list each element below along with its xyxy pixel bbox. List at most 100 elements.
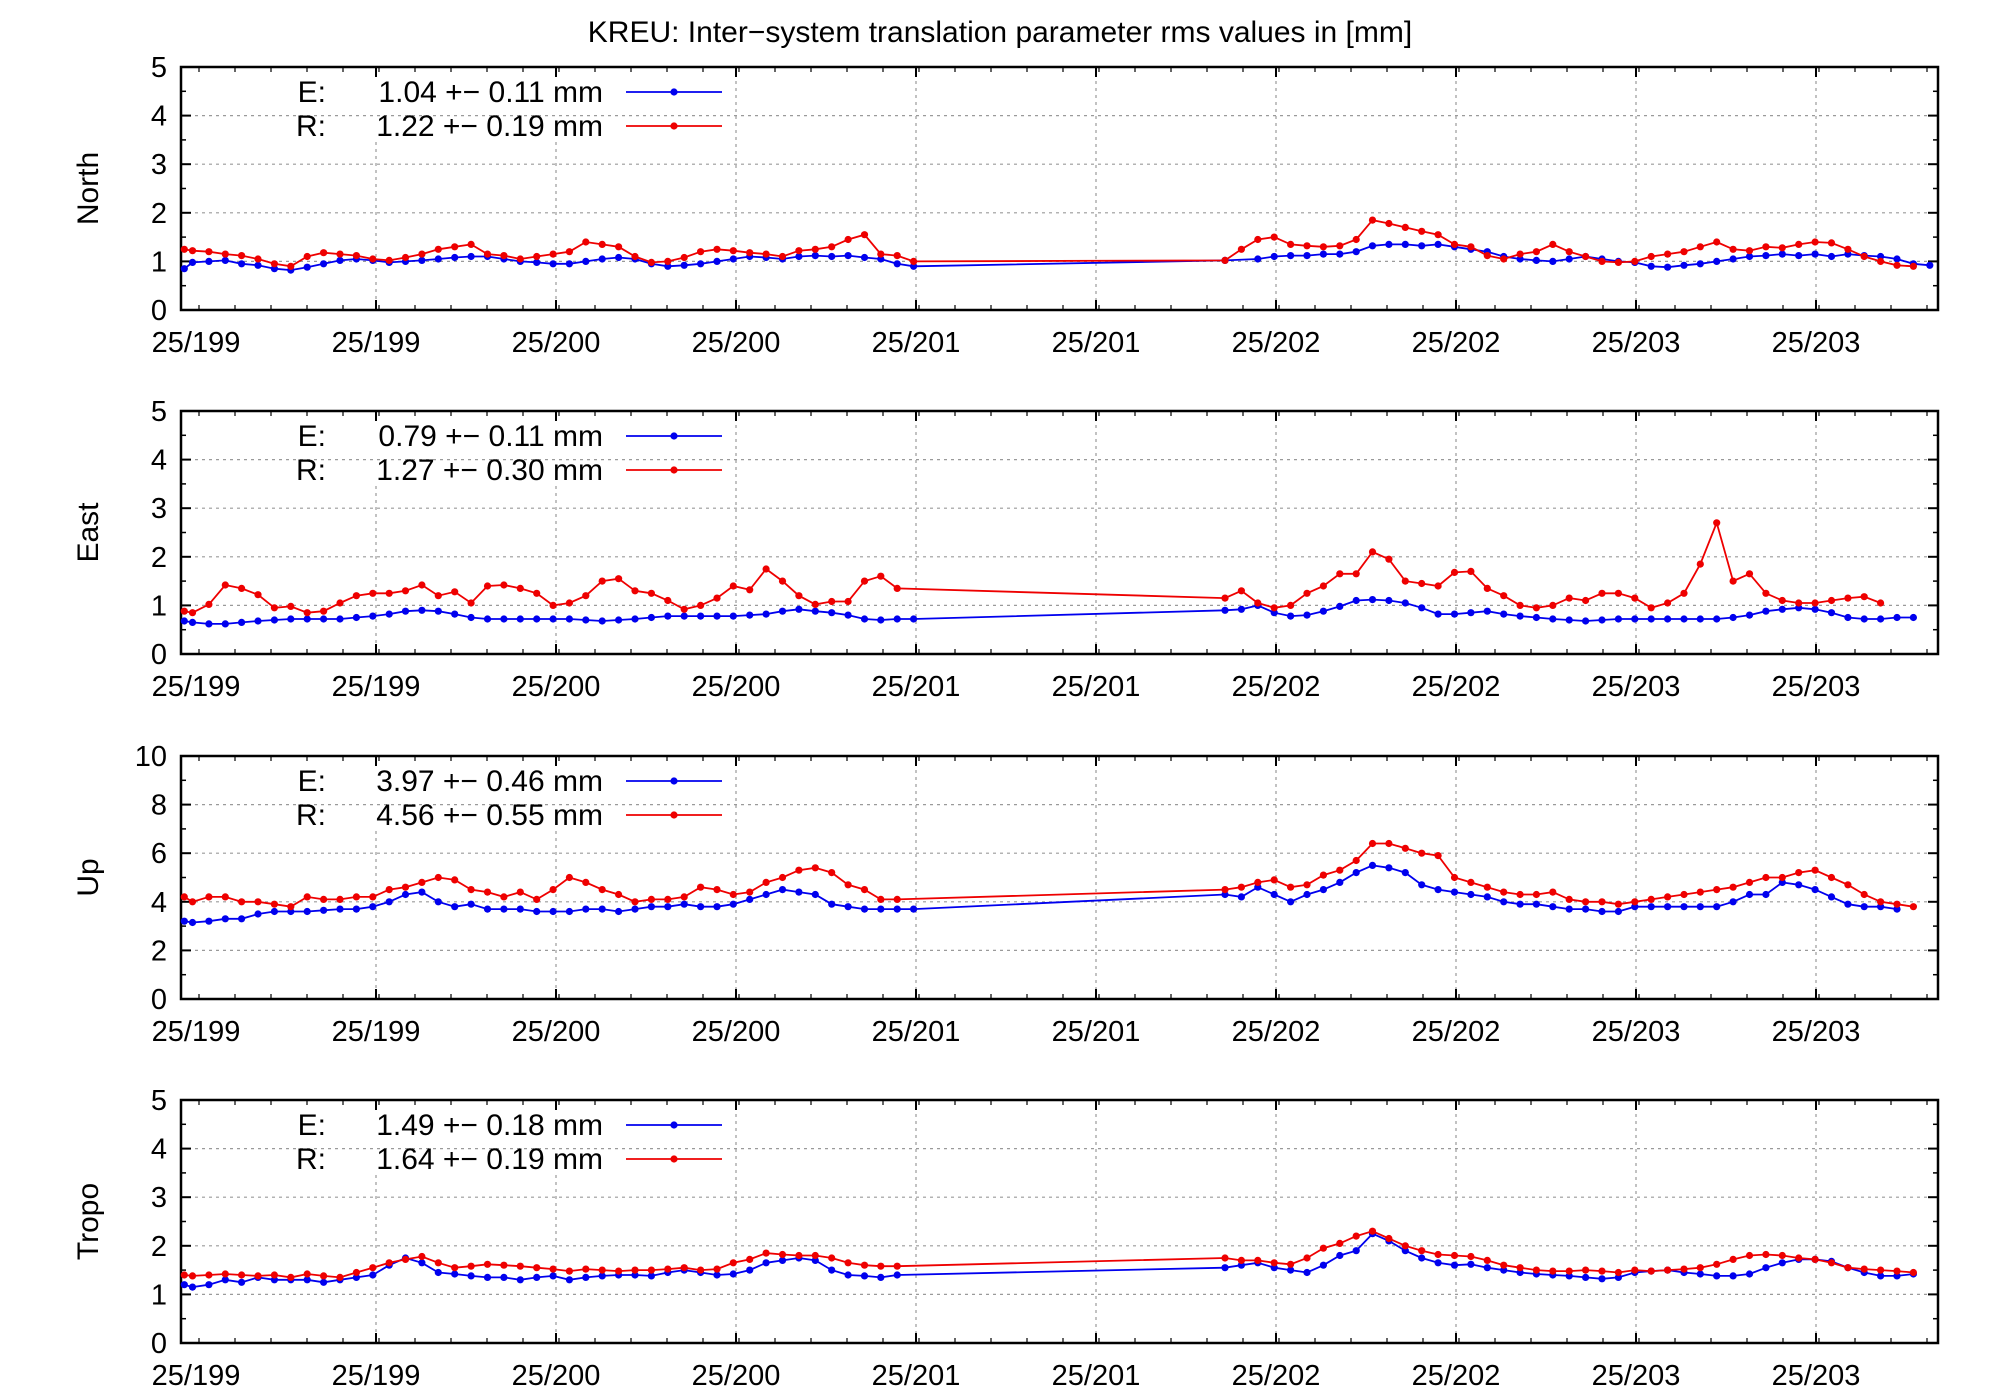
chart-panels: 0 1 2 3 4 5 25/199 25/199 25/200 25/200 25/201 25/2… [72, 52, 1940, 1392]
data-point [1287, 601, 1295, 610]
data-point [746, 586, 754, 594]
data-point [1827, 1259, 1836, 1267]
data-point [221, 1276, 229, 1284]
data-point [1647, 903, 1655, 911]
data-point [1336, 242, 1344, 250]
data-point [254, 910, 262, 918]
data-point [1270, 890, 1278, 899]
data-point [664, 895, 672, 904]
data-point [336, 599, 344, 607]
data-point [565, 615, 574, 623]
data-point [1368, 548, 1377, 556]
data-point [1827, 609, 1836, 617]
y-tick-label: 4 [151, 445, 167, 477]
data-point [1287, 1266, 1295, 1274]
x-tick-label: 25/202 [1412, 327, 1501, 359]
data-point [533, 615, 541, 623]
data-point [795, 605, 803, 613]
x-tick-label: 25/202 [1412, 1016, 1501, 1048]
data-point [1631, 898, 1639, 906]
data-point [615, 575, 623, 583]
data-point [434, 245, 442, 253]
x-tick-label: 25/200 [692, 671, 781, 703]
data-point [1500, 592, 1508, 600]
data-point [1827, 252, 1836, 261]
data-point [1270, 233, 1278, 241]
y-tick-label: 3 [151, 149, 167, 181]
data-point [483, 250, 492, 258]
data-point [697, 601, 705, 610]
data-point [778, 1250, 787, 1259]
data-point [1582, 617, 1590, 625]
series-line-E [184, 864, 1898, 924]
x-tick-label: 25/200 [512, 1360, 601, 1392]
data-point [1565, 255, 1573, 263]
data-point [1385, 1234, 1393, 1243]
data-point [1582, 1273, 1590, 1281]
data-point [1254, 255, 1262, 263]
x-tick-label: 25/201 [872, 671, 961, 703]
data-point [828, 1254, 836, 1262]
legend-swatch-point [670, 1121, 678, 1129]
legend-label: E: [298, 420, 326, 453]
data-point [1729, 1272, 1737, 1280]
data-point [582, 238, 590, 246]
data-point [1729, 613, 1737, 622]
x-tick-label: 25/203 [1772, 671, 1861, 703]
legend-stat: 3.97 +− 0.46 mm [376, 765, 603, 798]
y-tick-label: 0 [151, 1328, 167, 1360]
data-point [320, 260, 328, 268]
data-point [1614, 615, 1622, 623]
data-point [1516, 900, 1524, 908]
data-point [1778, 605, 1786, 613]
data-point [1844, 613, 1852, 622]
data-point [1680, 903, 1688, 911]
data-point [811, 890, 819, 899]
data-point [418, 1252, 426, 1261]
data-point [336, 905, 344, 913]
data-point [1270, 252, 1278, 261]
data-point [1385, 839, 1393, 848]
data-point [1827, 239, 1836, 247]
data-point [549, 1272, 557, 1280]
data-point [1795, 1254, 1803, 1262]
data-point [1680, 261, 1688, 269]
data-point [516, 888, 524, 896]
data-point [287, 262, 295, 270]
data-point [1647, 615, 1655, 623]
data-point [1434, 852, 1442, 860]
legend-swatch-point [670, 122, 678, 130]
y-tick-label: 3 [151, 1182, 167, 1214]
data-point [451, 1264, 459, 1272]
data-point [1909, 262, 1917, 270]
data-point [1254, 235, 1262, 244]
x-tick-label: 25/203 [1772, 1016, 1861, 1048]
data-point [1483, 584, 1491, 593]
data-point [180, 617, 188, 625]
data-point [1762, 243, 1770, 251]
data-point [647, 903, 656, 911]
data-point [1319, 1261, 1327, 1269]
data-point [1418, 1247, 1426, 1255]
data-point [680, 893, 688, 901]
data-point [1893, 900, 1901, 908]
data-point [180, 265, 188, 273]
data-point [238, 260, 246, 268]
data-point [303, 893, 311, 901]
data-point [180, 893, 188, 901]
data-point [713, 594, 721, 602]
data-point [205, 257, 213, 265]
data-point [762, 250, 770, 258]
data-point [746, 1266, 754, 1274]
x-tick-label: 25/201 [1052, 1016, 1141, 1048]
data-point [1696, 903, 1704, 911]
data-point [1450, 610, 1459, 618]
data-point [238, 252, 246, 260]
y-tick-label: 6 [151, 838, 167, 870]
data-point [1303, 252, 1311, 260]
data-point [1319, 243, 1327, 251]
data-point [1713, 903, 1721, 911]
data-point [549, 250, 557, 258]
data-point [500, 1261, 508, 1269]
x-tick-label: 25/201 [872, 1360, 961, 1392]
